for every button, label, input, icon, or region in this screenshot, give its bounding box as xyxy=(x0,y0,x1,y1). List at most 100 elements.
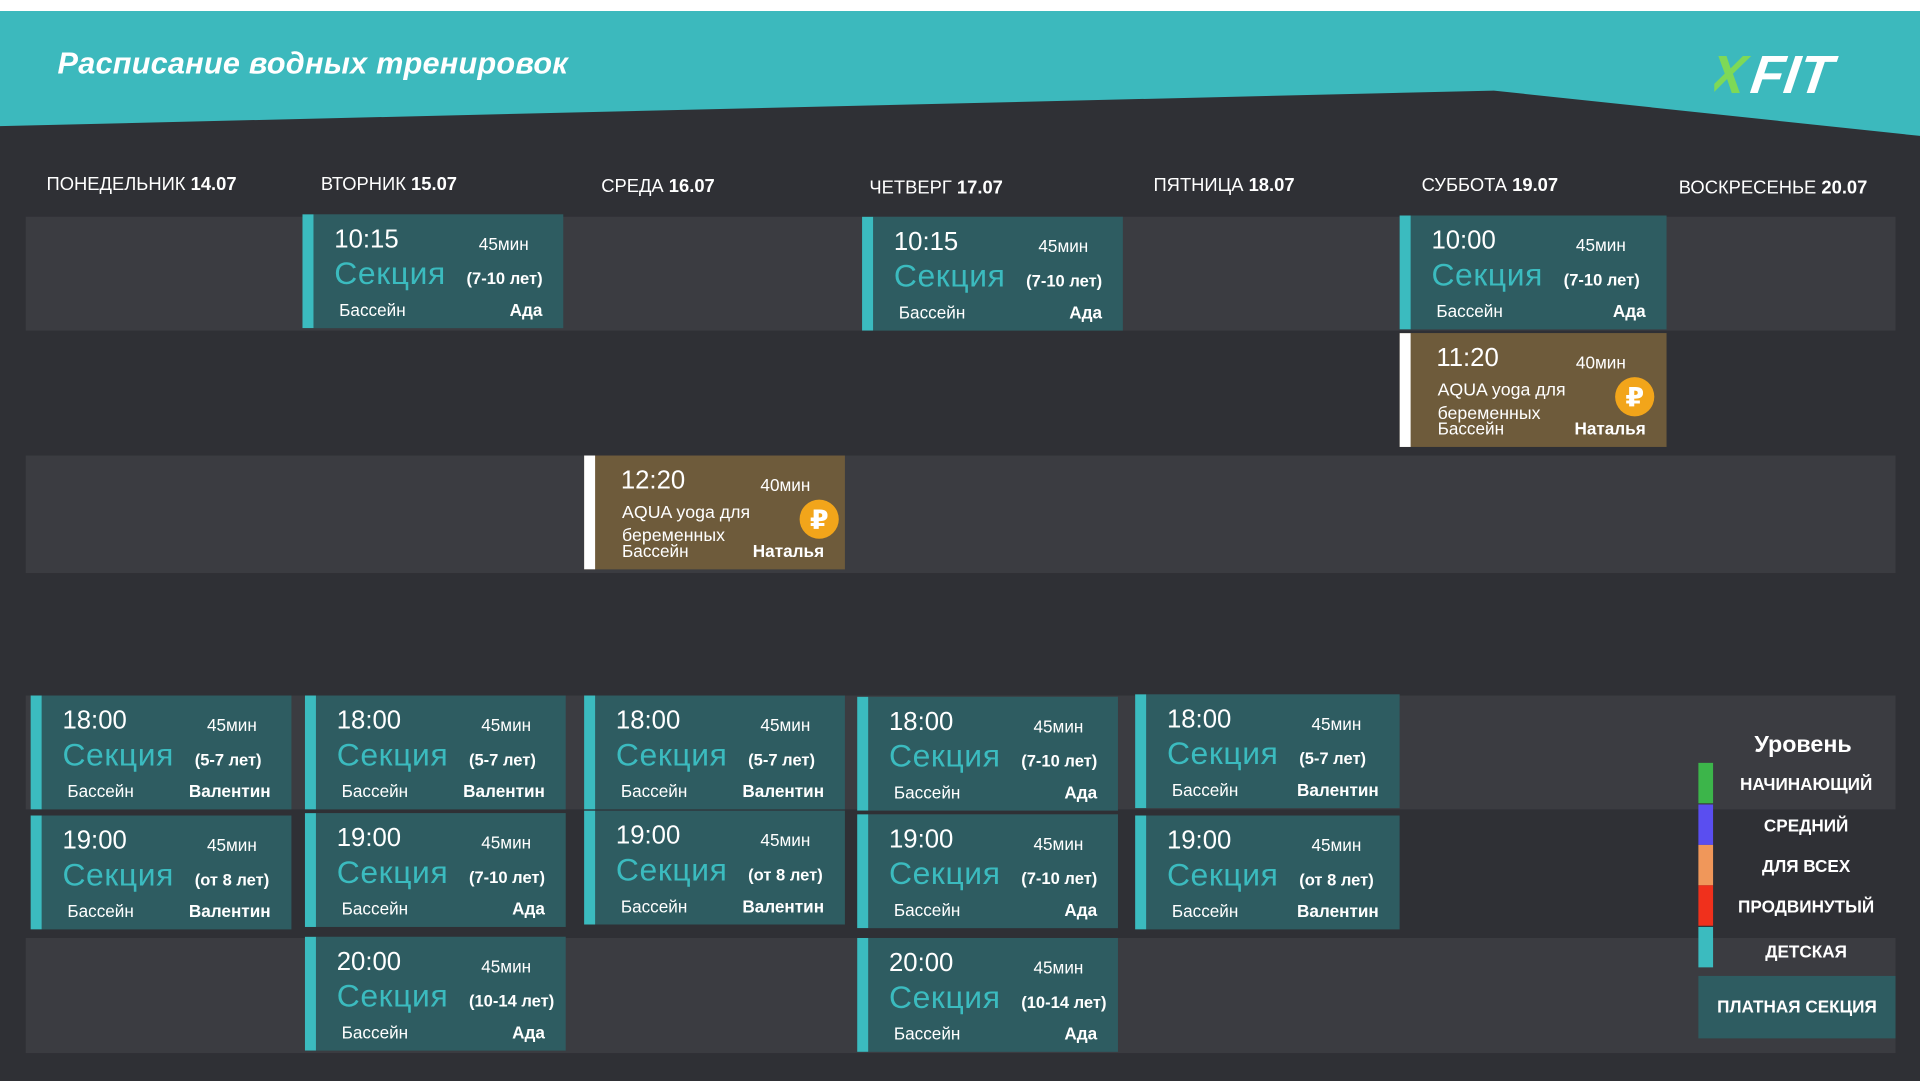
session-name: Секция xyxy=(888,854,1001,892)
session-time: 18:00 xyxy=(1166,705,1232,734)
session-location: Бассейн xyxy=(341,781,409,801)
legend-title: Уровень xyxy=(1754,732,1852,758)
session-trainer: Наталья xyxy=(752,541,825,561)
session-name: AQUA yoga для беременных xyxy=(1437,380,1566,424)
session-name: AQUA yoga для беременных xyxy=(622,503,751,547)
level-bar xyxy=(857,937,869,1052)
day-header-saturday: СУББОТА 19.07 xyxy=(1421,175,1559,196)
session-name: Секция xyxy=(336,977,449,1014)
legend-item-beginner: НАЧИНАЮЩИЙ xyxy=(1698,762,1891,804)
level-bar xyxy=(1135,694,1147,809)
session-duration: 45мин xyxy=(1311,835,1362,855)
page-title: Расписание водных тренировок xyxy=(57,46,569,81)
session-card[interactable]: 19:00 45мин Секция (от 8 лет) Бассейн Ва… xyxy=(1135,815,1400,930)
level-bar xyxy=(30,695,42,810)
session-age: (7-10 лет) xyxy=(1026,271,1103,291)
session-card[interactable]: 10:00 45мин Секция (7-10 лет) Бассейн Ад… xyxy=(1399,215,1667,330)
xfit-logo: X FIT xyxy=(1714,45,1840,103)
session-duration: 40мин xyxy=(1575,352,1626,373)
header-banner xyxy=(0,11,1920,136)
session-duration: 40мин xyxy=(760,475,811,495)
session-time: 18:00 xyxy=(615,706,681,735)
session-card[interactable]: 18:00 45мин Секция (5-7 лет) Бассейн Вал… xyxy=(30,695,292,810)
session-time: 19:00 xyxy=(888,825,954,854)
level-bar xyxy=(304,695,316,810)
session-time: 11:20 xyxy=(1436,344,1499,373)
session-location: Бассейн xyxy=(67,781,134,801)
legend-item-intermediate: СРЕДНИЙ xyxy=(1698,804,1891,845)
session-card[interactable]: 18:00 45мин Секция (5-7 лет) Бассейн Вал… xyxy=(304,695,566,810)
session-trainer: Ада xyxy=(1064,1023,1098,1044)
session-trainer: Валентин xyxy=(742,896,825,916)
session-location: Бассейн xyxy=(1437,418,1505,439)
session-card[interactable]: 19:00 45мин Секция (от 8 лет) Бассейн Ва… xyxy=(584,810,845,925)
svg-text:X: X xyxy=(1714,45,1753,103)
session-location: Бассейн xyxy=(341,1022,409,1043)
session-time: 19:00 xyxy=(336,824,402,853)
session-duration: 45мин xyxy=(760,830,811,850)
session-age: (5-7 лет) xyxy=(468,750,536,769)
legend-paid-label: ПЛАТНАЯ СЕКЦИЯ xyxy=(1717,996,1877,1017)
top-border xyxy=(0,0,1920,12)
session-trainer: Валентин xyxy=(188,901,271,921)
session-card[interactable]: 10:15 45мин Секция (7-10 лет) Бассейн Ад… xyxy=(302,214,564,329)
session-age: (10-14 лет) xyxy=(468,991,555,1011)
session-card[interactable]: 19:00 45мин Секция (7-10 лет) Бассейн Ад… xyxy=(304,813,566,927)
level-bar xyxy=(862,216,874,331)
session-trainer: Валентин xyxy=(1297,901,1379,921)
session-card-paid[interactable]: 11:20 40мин AQUA yoga для беременных ₽ Б… xyxy=(1399,333,1667,447)
session-card[interactable]: 20:00 45мин Секция (10-14 лет) Бассейн А… xyxy=(304,936,566,1051)
session-trainer: Валентин xyxy=(188,781,271,801)
session-name: Секция xyxy=(336,853,449,891)
session-name: Секция xyxy=(888,737,1001,774)
session-age: (от 8 лет) xyxy=(1299,870,1374,889)
time-band xyxy=(25,455,1896,574)
session-location: Бассейн xyxy=(893,900,961,920)
day-header-wednesday: СРЕДА 16.07 xyxy=(601,176,715,198)
session-name: Секция xyxy=(1431,255,1544,293)
session-trainer: Ада xyxy=(512,898,545,919)
session-name: Секция xyxy=(893,257,1006,294)
level-bar xyxy=(857,696,869,811)
level-bar xyxy=(30,815,42,930)
session-name: Секция xyxy=(62,855,175,893)
session-time: 19:00 xyxy=(1166,826,1232,855)
session-card[interactable]: 19:00 45мин Секция (7-10 лет) Бассейн Ад… xyxy=(857,814,1118,929)
session-duration: 45мин xyxy=(760,715,811,735)
session-trainer: Валентин xyxy=(1297,780,1379,800)
session-name: Секция xyxy=(615,735,728,773)
session-card[interactable]: 18:00 45мин Секция (5-7 лет) Бассейн Вал… xyxy=(584,695,845,810)
session-time: 10:15 xyxy=(334,225,399,254)
session-card[interactable]: 20:00 45мин Секция (10-14 лет) Бассейн А… xyxy=(857,937,1118,1052)
session-name: Секция xyxy=(1166,855,1279,893)
paid-bar xyxy=(1399,333,1411,447)
session-card[interactable]: 10:15 45мин Секция (7-10 лет) Бассейн Ад… xyxy=(862,216,1123,331)
session-location: Бассейн xyxy=(898,302,966,323)
level-bar xyxy=(857,814,869,929)
level-bar xyxy=(304,936,316,1051)
level-bar xyxy=(1135,815,1147,930)
legend-item-all: ДЛЯ ВСЕХ xyxy=(1698,844,1891,886)
session-duration: 45мин xyxy=(206,715,257,735)
session-card[interactable]: 19:00 45мин Секция (от 8 лет) Бассейн Ва… xyxy=(30,815,292,930)
session-age: (5-7 лет) xyxy=(1299,749,1367,768)
session-time: 18:00 xyxy=(62,706,127,735)
session-location: Бассейн xyxy=(620,896,688,916)
session-card[interactable]: 18:00 45мин Секция (5-7 лет) Бассейн Вал… xyxy=(1135,694,1400,809)
session-time: 20:00 xyxy=(336,947,402,976)
svg-text:FIT: FIT xyxy=(1747,45,1840,103)
session-age: (от 8 лет) xyxy=(194,870,270,889)
session-card-paid[interactable]: 12:20 40мин AQUA yoga для беременных ₽ Б… xyxy=(584,455,845,570)
session-location: Бассейн xyxy=(1436,301,1503,321)
day-header-tuesday: ВТОРНИК 15.07 xyxy=(320,173,458,195)
session-location: Бассейн xyxy=(1171,780,1239,800)
session-card[interactable]: 18:00 45мин Секция (7-10 лет) Бассейн Ад… xyxy=(857,696,1118,811)
legend-swatch xyxy=(1698,844,1714,886)
session-trainer: Ада xyxy=(1069,302,1103,323)
session-duration: 45мин xyxy=(481,715,532,735)
session-duration: 45мин xyxy=(1033,957,1084,978)
session-time: 20:00 xyxy=(888,948,954,978)
session-age: (10-14 лет) xyxy=(1021,993,1107,1012)
day-header-sunday: ВОСКРЕСЕНЬЕ 20.07 xyxy=(1678,177,1868,199)
